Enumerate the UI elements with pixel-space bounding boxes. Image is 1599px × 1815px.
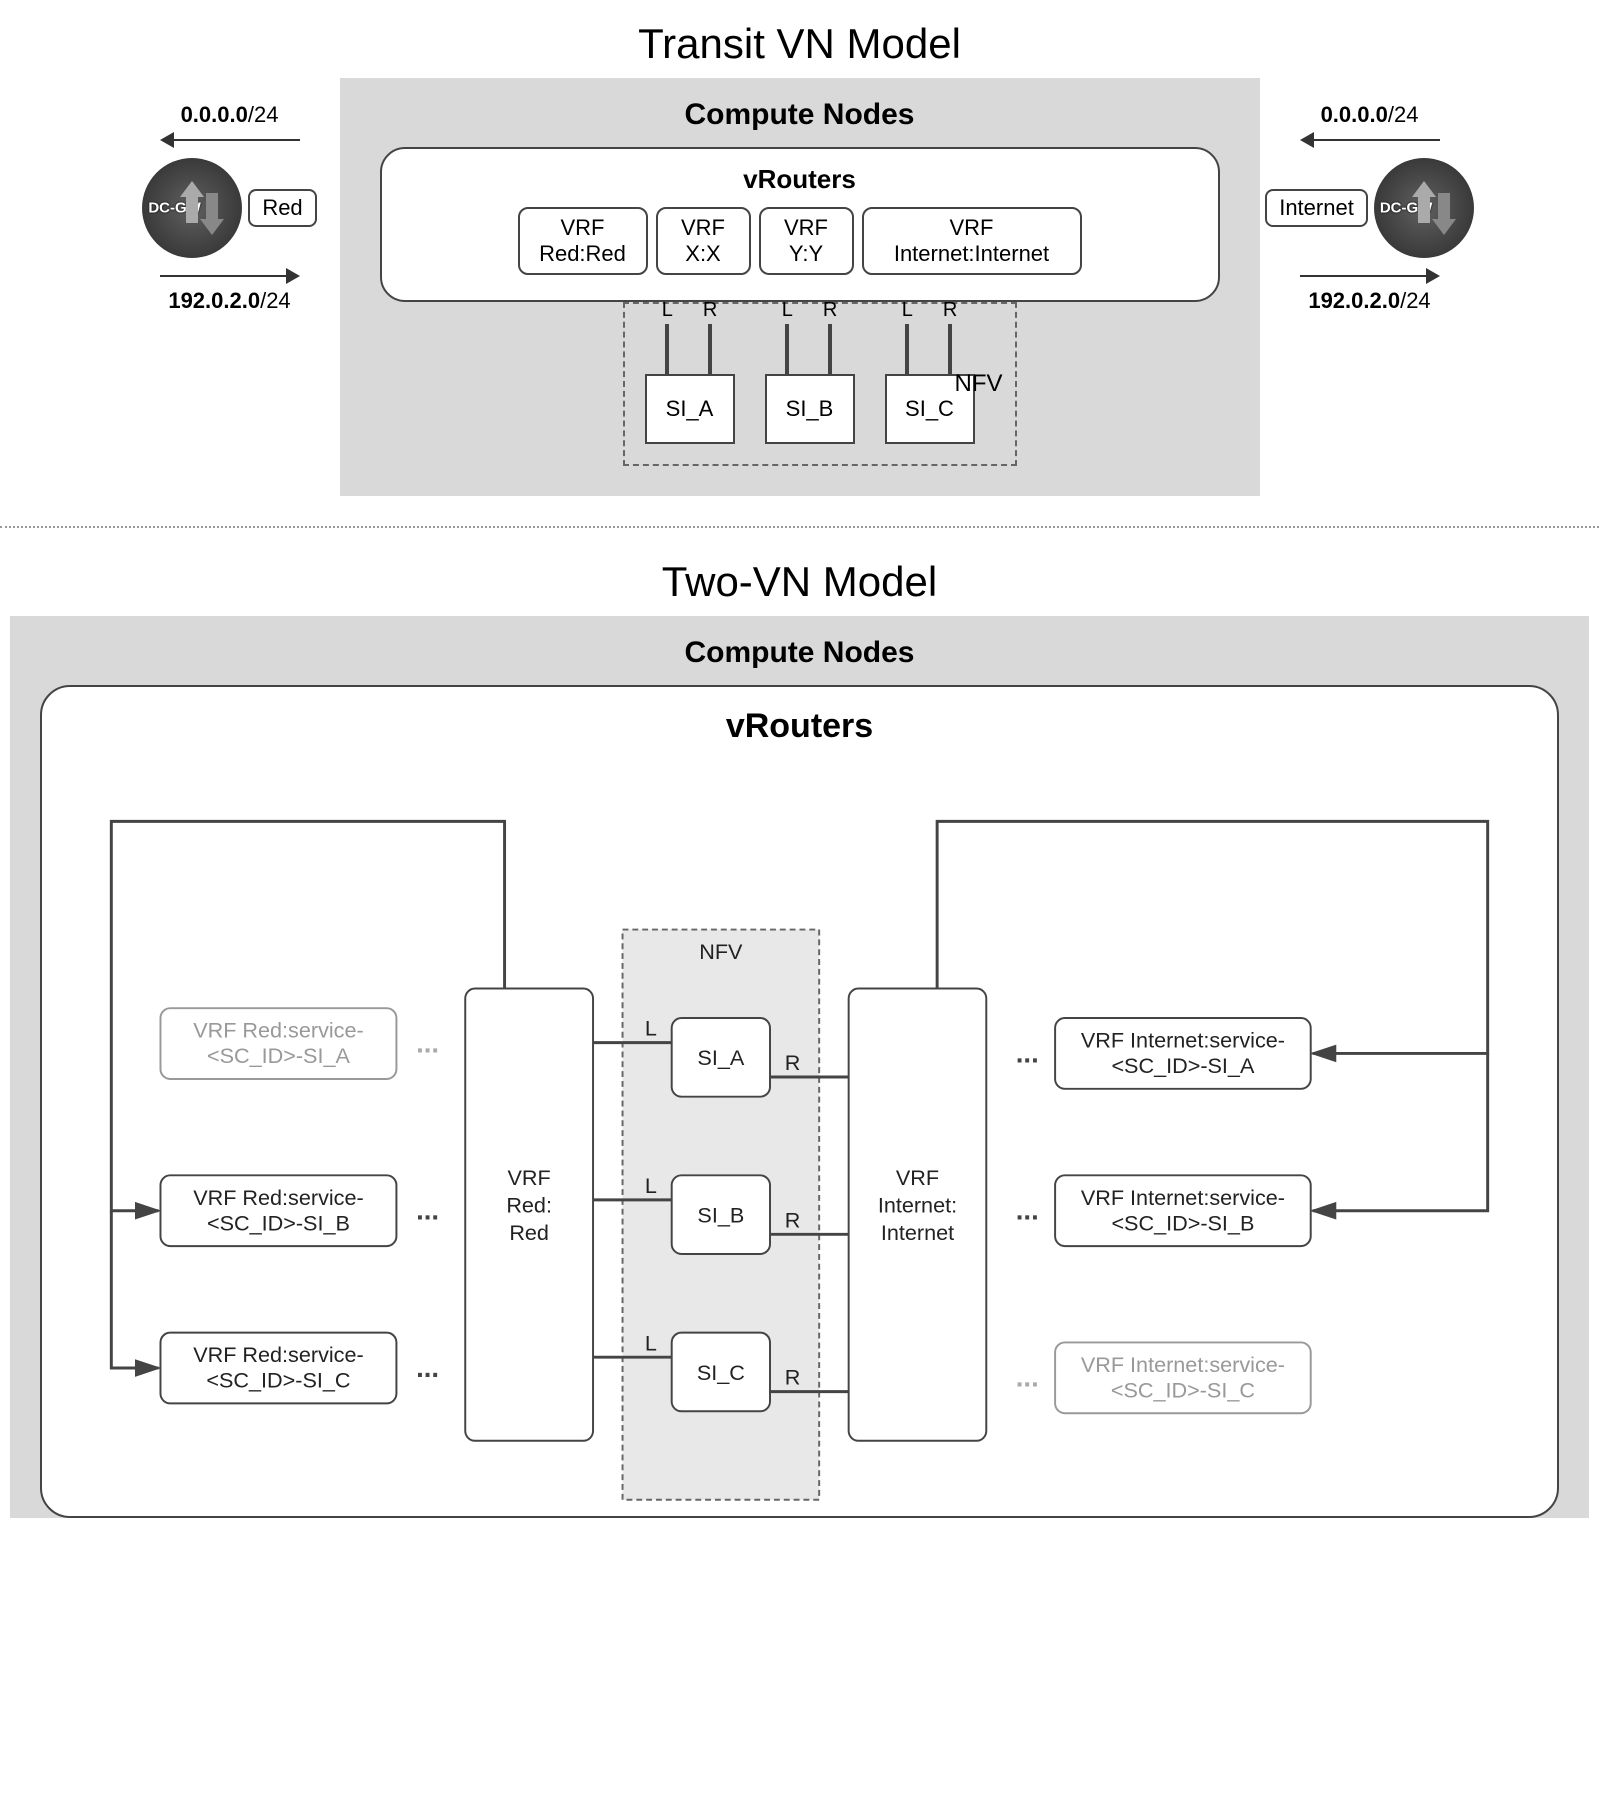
transit-container: 0.0.0.0/24 DC-GW Red 192.0.2.0/24 Comput…	[0, 78, 1599, 496]
svg-text:...: ...	[1016, 1362, 1039, 1393]
left-tag-red: Red	[248, 189, 316, 227]
svg-text:VRF Internet:service-: VRF Internet:service-	[1081, 1185, 1285, 1210]
right-bottom-arrow	[1300, 268, 1440, 284]
transit-nfv-area: L R SI_A L R SI_B L R	[380, 302, 1220, 466]
svg-text:VRF Red:service-: VRF Red:service-	[193, 1018, 364, 1043]
left-gw-row: DC-GW Red	[142, 158, 316, 258]
svg-text:<SC_ID>-SI_A: <SC_ID>-SI_A	[207, 1043, 351, 1068]
vrf-internet: VRFInternet:Internet	[862, 207, 1082, 275]
dc-gw-icon-left: DC-GW	[142, 158, 242, 258]
right-top-arrow	[1300, 132, 1440, 148]
left-top-arrow	[160, 132, 300, 148]
svg-text:<SC_ID>-SI_C: <SC_ID>-SI_C	[206, 1368, 350, 1393]
left-bottom-route: 192.0.2.0/24	[168, 288, 290, 314]
transit-title: Transit VN Model	[0, 20, 1599, 68]
right-gateway-side: 0.0.0.0/24 Internet DC-GW 192.0.2.0/24	[1280, 78, 1460, 318]
transit-vrouters-box: vRouters VRFRed:Red VRFX:X VRFY:Y VRFInt…	[380, 147, 1220, 302]
si-b-unit: L R SI_B	[765, 324, 855, 444]
vrf-y: VRFY:Y	[759, 207, 854, 275]
vrf-red: VRFRed:Red	[518, 207, 648, 275]
svg-text:R: R	[785, 1050, 801, 1075]
svg-text:Internet: Internet	[881, 1220, 954, 1245]
svg-text:Red: Red	[509, 1220, 549, 1245]
si-a-box: SI_A	[645, 374, 735, 444]
transit-vrf-row: VRFRed:Red VRFX:X VRFY:Y VRFInternet:Int…	[402, 207, 1198, 275]
svg-text:VRF Internet:service-: VRF Internet:service-	[1081, 1028, 1285, 1053]
dc-gw-icon-right: DC-GW	[1374, 158, 1474, 258]
svg-text:VRF: VRF	[896, 1165, 939, 1190]
si-b-box: SI_B	[765, 374, 855, 444]
si-a-unit: L R SI_A	[645, 324, 735, 444]
svg-text:<SC_ID>-SI_B: <SC_ID>-SI_B	[1111, 1210, 1254, 1235]
svg-text:<SC_ID>-SI_C: <SC_ID>-SI_C	[1111, 1378, 1255, 1403]
twovn-right-loop-b	[1313, 1053, 1488, 1210]
right-tag-internet: Internet	[1265, 189, 1368, 227]
left-gateway-side: 0.0.0.0/24 DC-GW Red 192.0.2.0/24	[140, 78, 320, 318]
transit-vrouters-title: vRouters	[402, 164, 1198, 195]
twovn-diagram-svg: NFV VRF Red: Red VRF Internet: Internet …	[72, 756, 1527, 1516]
right-top-route: 0.0.0.0/24	[1321, 102, 1419, 128]
twovn-compute-panel: Compute Nodes vRouters NFV VRF Red: Red	[10, 616, 1589, 1518]
svg-text:SI_B: SI_B	[697, 1203, 744, 1228]
svg-text:L: L	[645, 1330, 657, 1355]
svg-text:...: ...	[416, 1195, 439, 1226]
svg-text:R: R	[785, 1365, 801, 1390]
section-divider	[0, 526, 1599, 528]
svg-text:<SC_ID>-SI_A: <SC_ID>-SI_A	[1111, 1053, 1255, 1078]
right-bottom-route: 192.0.2.0/24	[1308, 288, 1430, 314]
svg-text:Internet:: Internet:	[878, 1193, 957, 1218]
twovn-compute-title: Compute Nodes	[40, 636, 1559, 670]
svg-text:R: R	[785, 1207, 801, 1232]
svg-text:SI_A: SI_A	[697, 1045, 744, 1070]
twovn-nfv-label: NFV	[699, 939, 743, 964]
twovn-title: Two-VN Model	[0, 558, 1599, 606]
svg-text:L: L	[645, 1016, 657, 1041]
svg-text:SI_C: SI_C	[697, 1360, 745, 1385]
svg-text:VRF Red:service-: VRF Red:service-	[193, 1342, 364, 1367]
svg-text:...: ...	[416, 1352, 439, 1383]
twovn-vrouters-box: vRouters NFV VRF Red: Red VRF Internet:	[40, 685, 1559, 1518]
right-gw-row: Internet DC-GW	[1265, 158, 1474, 258]
vrf-x: VRFX:X	[656, 207, 751, 275]
svg-text:VRF Red:service-: VRF Red:service-	[193, 1185, 364, 1210]
svg-text:Red:: Red:	[506, 1193, 552, 1218]
svg-text:<SC_ID>-SI_B: <SC_ID>-SI_B	[207, 1210, 350, 1235]
svg-text:L: L	[645, 1173, 657, 1198]
twovn-left-loop-c	[111, 1211, 158, 1368]
left-bottom-arrow	[160, 268, 300, 284]
transit-compute-panel: Compute Nodes vRouters VRFRed:Red VRFX:X…	[340, 78, 1260, 496]
svg-text:VRF: VRF	[508, 1165, 551, 1190]
transit-nfv-label: NFV	[955, 370, 1003, 398]
transit-compute-title: Compute Nodes	[380, 98, 1220, 132]
svg-text:...: ...	[1016, 1037, 1039, 1068]
svg-text:VRF Internet:service-: VRF Internet:service-	[1081, 1352, 1285, 1377]
twovn-vrouters-title: vRouters	[72, 707, 1527, 746]
transit-nfv-dashed: L R SI_A L R SI_B L R	[623, 302, 1017, 466]
svg-text:...: ...	[1016, 1195, 1039, 1226]
left-top-route: 0.0.0.0/24	[181, 102, 279, 128]
svg-text:...: ...	[416, 1027, 439, 1058]
